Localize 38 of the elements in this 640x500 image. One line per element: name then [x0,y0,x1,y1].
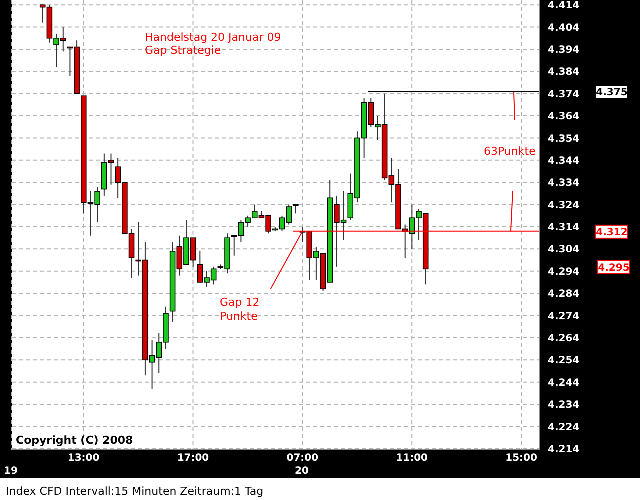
y-tick-label: 4.294 [548,266,580,278]
y-tick-label: 4.324 [548,200,580,212]
y-tick-label: 4.284 [548,289,580,300]
y-tick-label: 4.234 [548,400,580,412]
y-tick-label: 4.314 [548,222,580,234]
x-tick-label: 17:00 [177,453,210,464]
text: Handelstag 20 Januar 09 [145,31,282,44]
y-tick-label: 4.224 [548,422,580,434]
text: 4.295 [598,263,630,274]
y-tick-label: 4.374 [548,89,580,100]
text: 20 [295,466,309,477]
y-tick-label: 4.244 [548,378,580,389]
y-tick-label: 4.344 [548,156,580,167]
annotation: Copyright (C) 2008 [16,434,134,447]
ref-line-label: 4.312 [596,227,628,238]
text: 19 [4,466,18,477]
y-tick-label: 4.264 [548,333,580,344]
text: Index CFD Intervall:15 Minuten Zeitraum:1 Tag [6,485,264,498]
x-tick-label: 13:00 [68,453,100,464]
y-tick-label: 4.354 [548,134,580,145]
ref-line-label: 4.375 [596,88,628,99]
y-tick-label: 4.384 [548,67,580,78]
y-tick-label: 4.254 [548,356,580,367]
y-tick-label: 4.364 [548,112,580,123]
text: Gap Strategie [145,44,222,57]
y-tick-label: 4.394 [548,45,580,56]
y-tick-label: 4.334 [548,178,580,190]
y-tick-label: 4.214 [548,444,580,456]
y-tick-label: 4.414 [548,0,580,12]
x-tick-label: 07:00 [286,453,319,464]
y-tick-label: 4.404 [548,22,580,34]
annotation: Punkte [220,310,258,323]
annotation: 63Punkte [484,145,536,158]
y-tick-label: 4.274 [548,311,580,322]
annotation: Gap 12 [220,296,260,309]
x-tick-label: 11:00 [396,453,428,464]
y-tick-label: 4.304 [548,244,580,256]
x-tick-label: 15:00 [506,453,538,464]
